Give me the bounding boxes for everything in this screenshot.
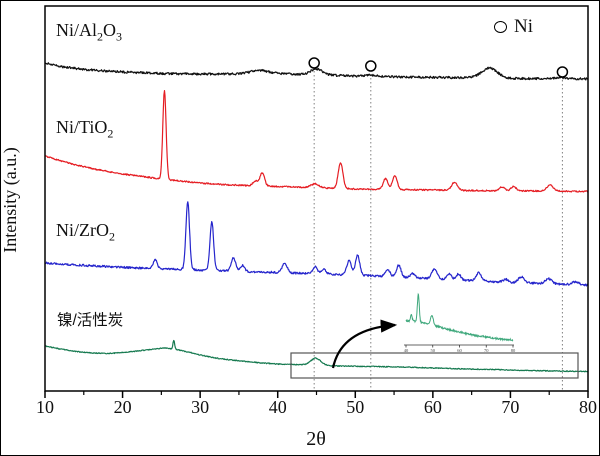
inset-tick-label: 60 (457, 348, 462, 353)
curve-zro2 (44, 201, 589, 287)
x-tick-label: 30 (191, 397, 210, 417)
ni-peak-marker-icon (365, 60, 377, 72)
x-tick-label: 80 (579, 397, 597, 417)
legend-label: Ni (514, 16, 533, 37)
ni-peak-marker-icon (556, 66, 569, 78)
legend: Ni (494, 16, 533, 38)
inset-callout-arrow (331, 319, 398, 369)
y-axis-label: Intensity (a.u.) (0, 147, 20, 253)
x-tick-label: 20 (113, 397, 132, 417)
plot-border (44, 5, 589, 392)
x-tick-label: 60 (423, 397, 442, 417)
ni-peak-marker-icon (308, 57, 320, 69)
ni-circle-icon (494, 21, 507, 34)
curve-carbon (44, 339, 589, 373)
x-tick-label: 50 (346, 397, 365, 417)
series-label-ni-tio2: Ni/TiO2 (56, 117, 114, 141)
inset-source-box (290, 352, 579, 379)
x-tick-label: 40 (268, 397, 287, 417)
x-tick-label: 10 (36, 397, 54, 417)
curve-al2o3 (44, 62, 589, 81)
inset-tick-label: 40 (404, 348, 409, 353)
curve-tio2 (44, 90, 589, 193)
x-tick-label: 70 (501, 397, 520, 417)
series-label-ni-al2o3: Ni/Al2O3 (56, 20, 123, 44)
x-axis-label: 2θ (306, 428, 326, 450)
inset-tick-label: 50 (431, 348, 436, 353)
series-label-ni-zro2: Ni/ZrO2 (56, 220, 115, 244)
inset-tick-label: 70 (484, 348, 489, 353)
inset-tick-label: 80 (511, 348, 516, 353)
inset-curve (405, 292, 514, 342)
series-label-ni-activated-carbon: 镍/活性炭 (57, 312, 124, 329)
